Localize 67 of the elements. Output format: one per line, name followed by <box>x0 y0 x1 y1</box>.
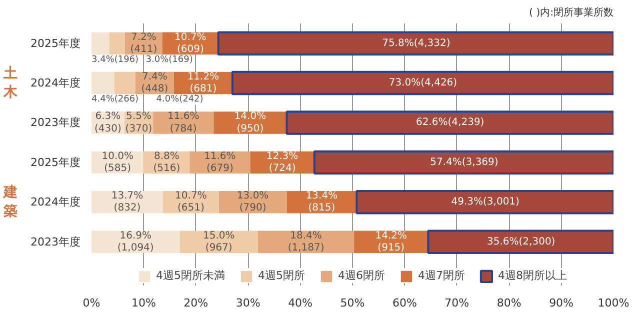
x-tick-label: 70% <box>444 296 470 310</box>
data-label: 8.8% (516) <box>153 150 180 174</box>
data-label: 10.7% (651) <box>175 190 207 214</box>
y-tick-label: 2024年度 <box>30 76 81 90</box>
y-tick-label: 2023年度 <box>30 235 81 248</box>
bar <box>109 32 125 54</box>
data-label: 11.2% (681) <box>187 71 220 95</box>
data-label: 3.4%(196) <box>92 55 139 66</box>
bar <box>427 230 614 254</box>
data-label: 13.0% (790) <box>236 190 269 214</box>
x-tick-label: 90% <box>549 296 574 310</box>
x-tick-label: 50% <box>340 296 365 310</box>
x-tick-label: 60% <box>392 296 417 310</box>
data-label: 14.2% (915) <box>375 230 408 254</box>
x-tick-label: 0% <box>82 296 100 310</box>
legend-label: 4週6閉所 <box>338 268 385 283</box>
data-label: 14.0% (950) <box>234 111 266 134</box>
bar <box>114 72 136 94</box>
data-label: 11.6% (784) <box>167 111 200 134</box>
data-label: 7.2% (411) <box>130 32 158 55</box>
data-label: 3.0%(169) <box>146 55 193 66</box>
legend-label: 4週8閉所以上 <box>498 268 567 283</box>
y-tick-label: 2023年度 <box>30 116 81 130</box>
bar <box>258 230 354 253</box>
x-tick-label: 30% <box>236 296 260 310</box>
bar <box>286 110 614 135</box>
y-tick-label: 2025年度 <box>30 36 81 50</box>
data-label: 75.8%(4,332) <box>382 38 450 49</box>
data-label: 62.6%(4,239) <box>416 117 484 128</box>
data-label: 35.6%(2,300) <box>487 236 556 248</box>
legend-label: 4週5閉所 <box>258 268 305 283</box>
data-label: 18.4% (1,187) <box>288 230 324 254</box>
data-label: 13.4% (815) <box>306 190 338 214</box>
text: 土木 <box>2 65 18 101</box>
bar <box>180 230 258 253</box>
text: ( )内:閉所事業所数 <box>529 6 614 18</box>
bar <box>313 150 614 175</box>
bar <box>231 70 614 96</box>
data-label: 12.3% (724) <box>266 150 298 174</box>
data-label: 57.4%(3,369) <box>430 156 498 168</box>
data-label: 16.9% (1,094) <box>117 230 154 254</box>
bar <box>92 72 114 94</box>
x-tick-label: 40% <box>288 296 313 310</box>
data-label: 7.4% (448) <box>141 71 168 95</box>
data-label: 73.0%(4,426) <box>388 78 458 89</box>
data-label: 5.5% (370) <box>125 111 152 134</box>
data-label: 11.6% (679) <box>204 150 236 174</box>
legend-label: 4週7閉所 <box>418 268 465 283</box>
y-tick-label: 2024年度 <box>30 196 81 209</box>
bar <box>217 31 614 56</box>
x-tick-label: 20% <box>184 296 208 310</box>
legend-label: 4週5閉所未満 <box>156 268 225 283</box>
bar <box>356 190 614 214</box>
y-tick-label: 2025年度 <box>30 156 81 169</box>
data-label: 10.7% (609) <box>174 32 206 55</box>
data-label: 15.0% (967) <box>202 230 235 254</box>
x-tick-label: 100% <box>598 296 630 310</box>
data-label: 4.0%(242) <box>156 94 204 105</box>
data-label: 4.4%(266) <box>92 94 139 105</box>
data-label: 10.0% (585) <box>102 150 134 174</box>
x-tick-label: 80% <box>496 296 522 310</box>
x-tick-label: 10% <box>131 296 156 310</box>
text: 建築 <box>2 184 18 220</box>
data-label: 49.3%(3,001) <box>451 196 520 208</box>
data-label: 6.3% (430) <box>94 111 122 134</box>
bar <box>92 32 110 54</box>
data-label: 13.7% (832) <box>111 190 144 214</box>
